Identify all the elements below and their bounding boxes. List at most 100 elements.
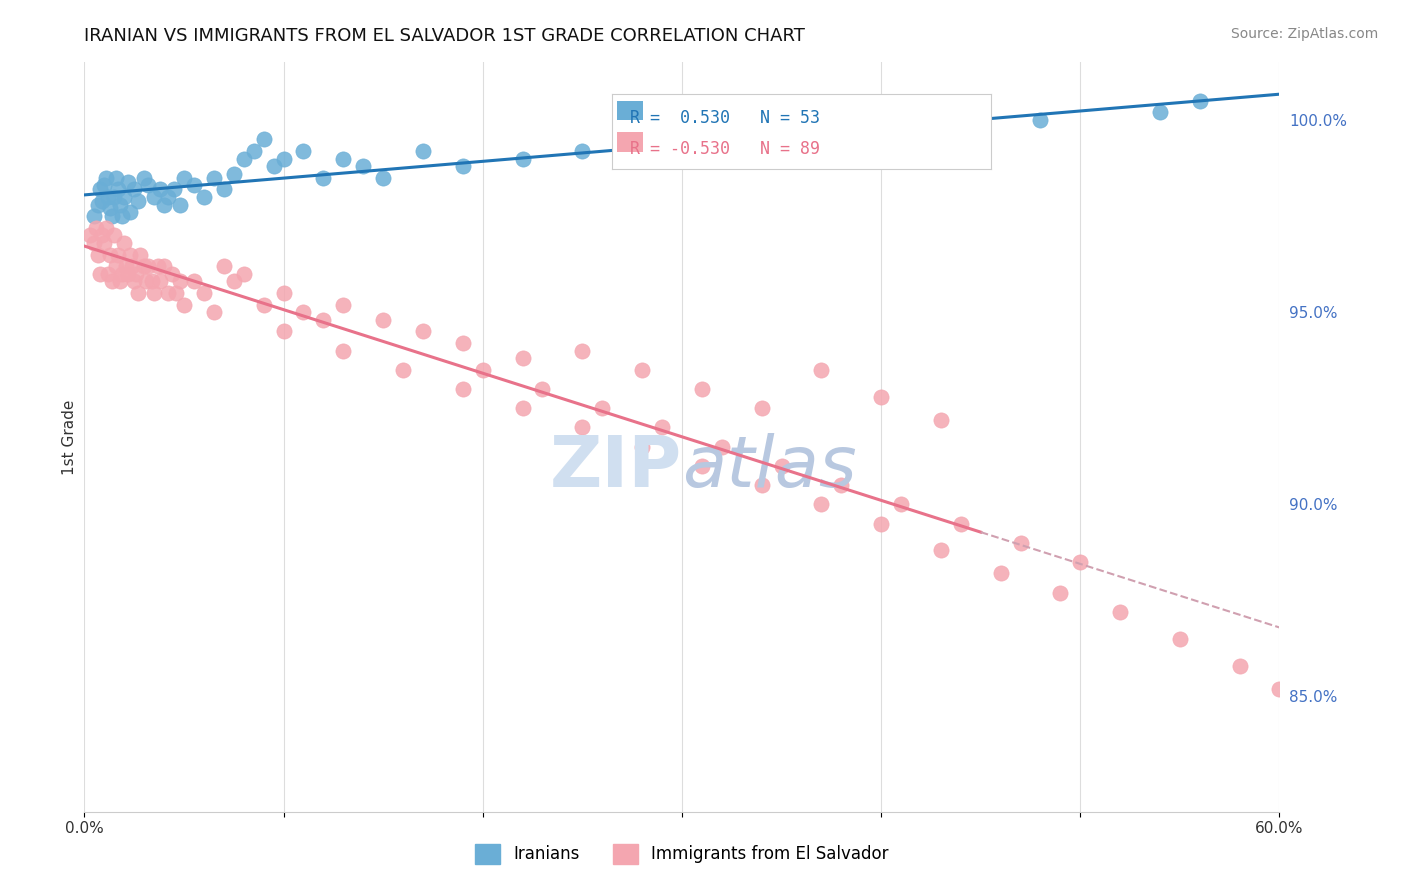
Point: [412, 144, 434, 158]
Point: [86, 220, 108, 235]
Point: [830, 478, 852, 492]
Point: [273, 285, 295, 300]
Point: [531, 382, 554, 396]
Point: [1049, 585, 1071, 599]
Point: [512, 401, 534, 416]
Point: [173, 297, 195, 311]
Point: [117, 175, 139, 189]
Point: [212, 182, 235, 196]
Point: [451, 159, 474, 173]
Point: [122, 182, 145, 196]
Point: [141, 275, 163, 289]
Point: [710, 440, 733, 454]
Point: [253, 132, 276, 146]
Point: [273, 325, 295, 339]
Point: [202, 170, 225, 185]
Point: [107, 247, 129, 261]
Point: [157, 285, 180, 300]
Point: [143, 285, 166, 300]
Point: [631, 440, 654, 454]
Point: [117, 267, 139, 281]
Point: [690, 458, 713, 473]
Point: [263, 159, 285, 173]
Point: [810, 363, 832, 377]
Point: [312, 170, 335, 185]
Point: [122, 275, 145, 289]
Point: [512, 351, 534, 366]
Point: [111, 209, 134, 223]
Point: [143, 190, 166, 204]
Point: [173, 170, 195, 185]
Point: [1229, 658, 1251, 673]
Point: [135, 275, 157, 289]
Point: [671, 152, 693, 166]
Point: [120, 205, 142, 219]
Point: [129, 247, 152, 261]
Point: [169, 197, 191, 211]
Point: [193, 190, 215, 204]
Point: [222, 275, 245, 289]
Point: [810, 497, 832, 511]
Point: [1168, 632, 1191, 646]
Point: [273, 152, 295, 166]
Point: [392, 363, 415, 377]
Point: [332, 343, 354, 358]
Point: [1069, 555, 1091, 569]
Point: [332, 152, 354, 166]
Y-axis label: 1st Grade: 1st Grade: [62, 400, 77, 475]
Text: atlas: atlas: [682, 433, 856, 501]
Point: [292, 144, 315, 158]
Point: [591, 401, 613, 416]
Point: [631, 363, 654, 377]
Point: [149, 182, 172, 196]
Point: [163, 182, 186, 196]
Point: [990, 566, 1012, 581]
Point: [451, 382, 474, 396]
Point: [1149, 105, 1171, 120]
Point: [253, 297, 276, 311]
Point: [105, 170, 128, 185]
Point: [451, 335, 474, 350]
Point: [1010, 535, 1032, 549]
Point: [1029, 113, 1052, 128]
Point: [93, 178, 115, 193]
Point: [89, 182, 111, 196]
Point: [242, 144, 264, 158]
Point: [97, 267, 120, 281]
Point: [110, 275, 132, 289]
Point: [96, 220, 118, 235]
Point: [232, 152, 254, 166]
Point: [751, 401, 773, 416]
Point: [212, 259, 235, 273]
Point: [471, 363, 494, 377]
Point: [79, 228, 101, 243]
Point: [98, 202, 121, 216]
Point: [105, 259, 128, 273]
Point: [110, 197, 132, 211]
Point: [571, 420, 593, 434]
Point: [112, 235, 135, 250]
Point: [870, 390, 893, 404]
Point: [103, 190, 125, 204]
Point: [91, 194, 114, 208]
Point: [127, 194, 149, 208]
Point: [91, 228, 114, 243]
Point: [132, 259, 156, 273]
Point: [202, 305, 225, 319]
Point: [890, 497, 912, 511]
Point: [97, 190, 120, 204]
Point: [149, 275, 172, 289]
Point: [165, 285, 187, 300]
Point: [412, 325, 434, 339]
Point: [193, 285, 215, 300]
Point: [93, 235, 115, 250]
Point: [111, 267, 134, 281]
Point: [115, 259, 138, 273]
Point: [153, 259, 176, 273]
Point: [183, 275, 205, 289]
Point: [949, 516, 972, 531]
Point: [571, 343, 593, 358]
Text: IRANIAN VS IMMIGRANTS FROM EL SALVADOR 1ST GRADE CORRELATION CHART: IRANIAN VS IMMIGRANTS FROM EL SALVADOR 1…: [84, 27, 806, 45]
Point: [929, 413, 952, 427]
Point: [98, 247, 121, 261]
